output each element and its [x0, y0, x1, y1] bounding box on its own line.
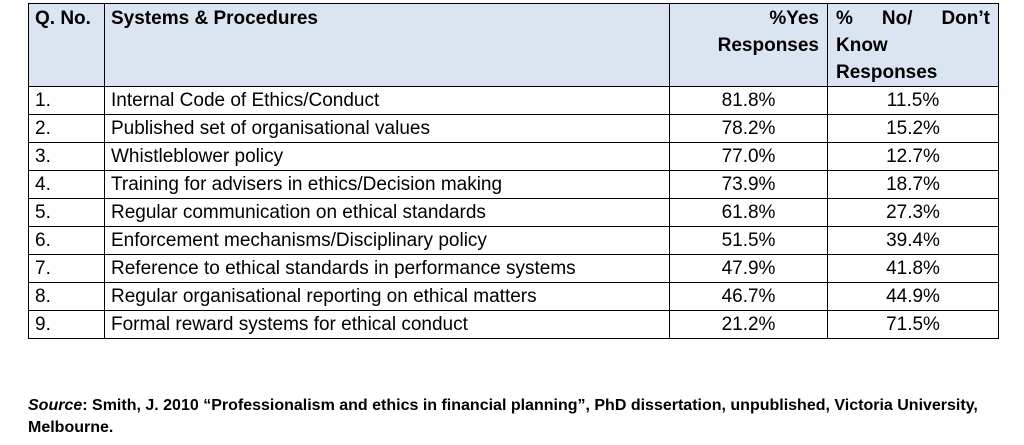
- question-number: 3.: [28, 142, 105, 171]
- source-citation: Source: Smith, J. 2010 “Professionalism …: [28, 395, 1003, 439]
- system-procedure: Internal Code of Ethics/Conduct: [104, 86, 670, 115]
- no-dont-know-percentage: 39.4%: [827, 226, 999, 255]
- question-number: 2.: [28, 114, 105, 143]
- table-row: 6. Enforcement mechanisms/Disciplinary p…: [28, 226, 999, 255]
- question-number: 9.: [28, 310, 105, 339]
- system-procedure: Whistleblower policy: [104, 142, 670, 171]
- header-yes-responses: %Yes Responses: [669, 3, 828, 87]
- question-number: 1.: [28, 86, 105, 115]
- header-question-number: Q. No.: [28, 3, 105, 87]
- yes-percentage: 21.2%: [669, 310, 828, 339]
- table-row: 9. Formal reward systems for ethical con…: [28, 310, 999, 339]
- yes-percentage: 77.0%: [669, 142, 828, 171]
- system-procedure: Regular communication on ethical standar…: [104, 198, 670, 227]
- yes-percentage: 51.5%: [669, 226, 828, 255]
- source-text: : Smith, J. 2010 “Professionalism and et…: [28, 397, 978, 436]
- table-row: 5. Regular communication on ethical stan…: [28, 198, 999, 227]
- yes-percentage: 81.8%: [669, 86, 828, 115]
- no-dont-know-percentage: 12.7%: [827, 142, 999, 171]
- source-label: Source: [28, 397, 83, 414]
- system-procedure: Training for advisers in ethics/Decision…: [104, 170, 670, 199]
- yes-percentage: 78.2%: [669, 114, 828, 143]
- no-dont-know-percentage: 41.8%: [827, 254, 999, 283]
- table-row: 7. Reference to ethical standards in per…: [28, 254, 999, 283]
- no-dont-know-percentage: 71.5%: [827, 310, 999, 339]
- yes-percentage: 61.8%: [669, 198, 828, 227]
- table-row: 4. Training for advisers in ethics/Decis…: [28, 170, 999, 199]
- no-dont-know-percentage: 15.2%: [827, 114, 999, 143]
- table-row: 2. Published set of organisational value…: [28, 114, 999, 143]
- question-number: 6.: [28, 226, 105, 255]
- system-procedure: Formal reward systems for ethical conduc…: [104, 310, 670, 339]
- survey-results-table: Q. No. Systems & Procedures %Yes Respons…: [28, 3, 999, 339]
- table-row: 3. Whistleblower policy 77.0% 12.7%: [28, 142, 999, 171]
- yes-percentage: 47.9%: [669, 254, 828, 283]
- no-dont-know-percentage: 44.9%: [827, 282, 999, 311]
- no-dont-know-percentage: 27.3%: [827, 198, 999, 227]
- system-procedure: Reference to ethical standards in perfor…: [104, 254, 670, 283]
- no-dont-know-percentage: 18.7%: [827, 170, 999, 199]
- table-header-row: Q. No. Systems & Procedures %Yes Respons…: [28, 3, 999, 87]
- question-number: 8.: [28, 282, 105, 311]
- question-number: 5.: [28, 198, 105, 227]
- header-no-dont-know-responses: % No/ Don’t Know Responses: [827, 3, 999, 87]
- system-procedure: Regular organisational reporting on ethi…: [104, 282, 670, 311]
- table-row: 1. Internal Code of Ethics/Conduct 81.8%…: [28, 86, 999, 115]
- system-procedure: Enforcement mechanisms/Disciplinary poli…: [104, 226, 670, 255]
- header-systems-procedures: Systems & Procedures: [104, 3, 670, 87]
- yes-percentage: 73.9%: [669, 170, 828, 199]
- system-procedure: Published set of organisational values: [104, 114, 670, 143]
- question-number: 4.: [28, 170, 105, 199]
- table-row: 8. Regular organisational reporting on e…: [28, 282, 999, 311]
- no-dont-know-percentage: 11.5%: [827, 86, 999, 115]
- yes-percentage: 46.7%: [669, 282, 828, 311]
- question-number: 7.: [28, 254, 105, 283]
